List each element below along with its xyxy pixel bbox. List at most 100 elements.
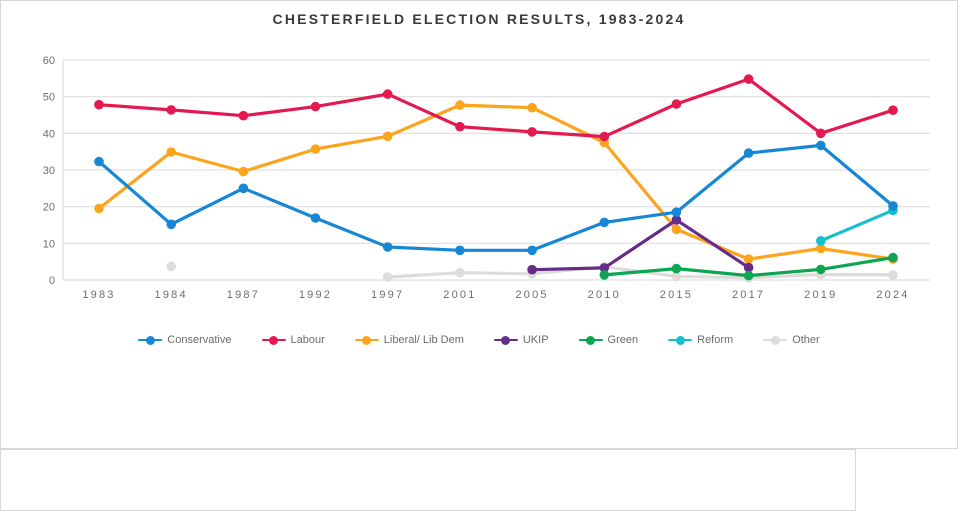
- data-point-conservative: [743, 148, 754, 158]
- chart-title: CHESTERFIELD ELECTION RESULTS, 1983-2024: [272, 11, 686, 27]
- x-axis-tick-label: 2024: [876, 289, 909, 301]
- series-line-labour: [97, 77, 895, 139]
- legend-label: Labour: [290, 334, 325, 346]
- legend-item-labour: Labour: [261, 334, 325, 346]
- data-point-green: [816, 264, 826, 275]
- data-point-labour: [310, 101, 321, 112]
- data-point-libdem: [816, 243, 826, 254]
- x-axis-tick-label: 2019: [804, 289, 837, 301]
- legend-item-libdem: Liberal/ Lib Dem: [354, 334, 464, 346]
- data-point-labour: [455, 121, 465, 132]
- data-point-labour: [816, 128, 826, 139]
- data-point-labour: [743, 74, 754, 84]
- data-point-labour: [382, 89, 393, 99]
- data-point-green: [888, 252, 898, 263]
- legend-label: Other: [792, 334, 820, 346]
- data-point-conservative: [382, 242, 393, 252]
- data-point-green: [671, 263, 682, 274]
- legend-label: UKIP: [522, 334, 549, 346]
- data-point-labour: [94, 99, 104, 110]
- legend-label: Green: [607, 334, 639, 346]
- legend-item-green: Green: [578, 334, 639, 346]
- data-point-other: [382, 272, 393, 282]
- data-point-libdem: [310, 144, 321, 154]
- series-line-conservative: [97, 143, 895, 252]
- series-line-libdem: [97, 103, 895, 261]
- y-axis-tick-label: 60: [43, 55, 55, 67]
- legend-marker-icon: [354, 335, 379, 345]
- legend-marker-icon: [138, 335, 163, 345]
- data-point-libdem: [527, 102, 537, 113]
- plot-svg: 0 10 20 30 40 50 60 1983 1984 1987 1992 1997 2001 200…: [43, 55, 930, 301]
- legend-label: Reform: [697, 334, 734, 346]
- data-point-labour: [888, 105, 898, 115]
- data-point-green: [743, 270, 754, 281]
- data-point-libdem: [455, 100, 465, 110]
- y-axis-tick-label: 0: [49, 275, 55, 287]
- y-axis-tick-label: 40: [43, 128, 55, 140]
- data-point-other: [455, 267, 465, 278]
- legend-dot: [675, 335, 685, 345]
- data-point-labour: [527, 127, 537, 137]
- data-point-conservative: [166, 219, 176, 230]
- legend-item-reform: Reform: [668, 334, 733, 346]
- legend-marker-icon: [578, 335, 603, 345]
- x-axis-tick-label: 2015: [660, 289, 693, 301]
- data-point-conservative: [455, 245, 465, 256]
- data-point-ukip: [671, 215, 682, 225]
- data-point-labour: [238, 110, 249, 121]
- chart-card[interactable]: CHESTERFIELD ELECTION RESULTS, 1983-2024…: [0, 0, 958, 449]
- x-axis-tick-label: 1987: [227, 289, 260, 301]
- data-point-libdem: [743, 254, 754, 264]
- y-axis-tick-label: 50: [43, 92, 55, 104]
- data-point-labour: [671, 99, 682, 109]
- legend-dot: [269, 335, 278, 345]
- legend-dot: [770, 335, 780, 345]
- data-point-conservative: [94, 156, 104, 167]
- data-point-conservative: [310, 213, 321, 223]
- legend-marker-icon: [763, 335, 788, 345]
- legend-dot: [362, 335, 372, 345]
- y-axis-tick-label: 10: [43, 238, 55, 250]
- data-point-conservative: [671, 207, 682, 217]
- data-point-libdem: [94, 203, 104, 214]
- data-point-other: [671, 271, 682, 282]
- data-point-libdem: [238, 166, 249, 177]
- legend-marker-icon: [493, 335, 518, 345]
- y-axis-tick-label: 20: [43, 202, 55, 214]
- y-axis-tick-label: 30: [43, 165, 55, 177]
- data-point-ukip: [743, 262, 754, 273]
- lower-panel: [0, 449, 856, 511]
- x-axis-tick-label: 1992: [299, 289, 332, 301]
- legend-label: Liberal/ Lib Dem: [383, 334, 464, 346]
- legend-label: Conservative: [167, 334, 232, 346]
- x-axis-tick-label: 2005: [515, 289, 548, 301]
- data-point-other: [888, 270, 898, 280]
- legend-item-conservative: Conservative: [138, 334, 232, 346]
- data-point-libdem: [166, 147, 176, 157]
- data-point-conservative: [816, 140, 826, 151]
- data-point-other: [166, 261, 176, 272]
- data-point-conservative: [888, 201, 898, 211]
- data-point-libdem: [671, 224, 682, 235]
- data-point-ukip: [599, 263, 610, 273]
- data-point-conservative: [238, 183, 249, 194]
- legend-dot: [586, 335, 596, 345]
- data-point-conservative: [527, 245, 537, 256]
- x-axis-tick-label: 1983: [82, 289, 115, 301]
- data-point-labour: [599, 131, 610, 142]
- x-axis-tick-label: 2001: [443, 289, 476, 301]
- x-axis-tick-label: 2017: [732, 289, 765, 301]
- legend: Conservative Labour Liberal/ Lib Dem UKIP Gr…: [1, 334, 957, 346]
- data-point-green: [599, 270, 610, 280]
- legend-dot: [501, 335, 511, 345]
- legend-item-other: Other: [763, 334, 820, 346]
- data-point-conservative: [599, 217, 610, 228]
- data-point-libdem: [382, 131, 393, 142]
- x-axis-tick-label: 1984: [155, 289, 188, 301]
- x-axis-tick-label: 2010: [588, 289, 621, 301]
- legend-marker-icon: [261, 335, 286, 345]
- series-line-reform: [819, 208, 895, 243]
- data-point-labour: [166, 105, 176, 115]
- data-point-reform: [816, 236, 826, 246]
